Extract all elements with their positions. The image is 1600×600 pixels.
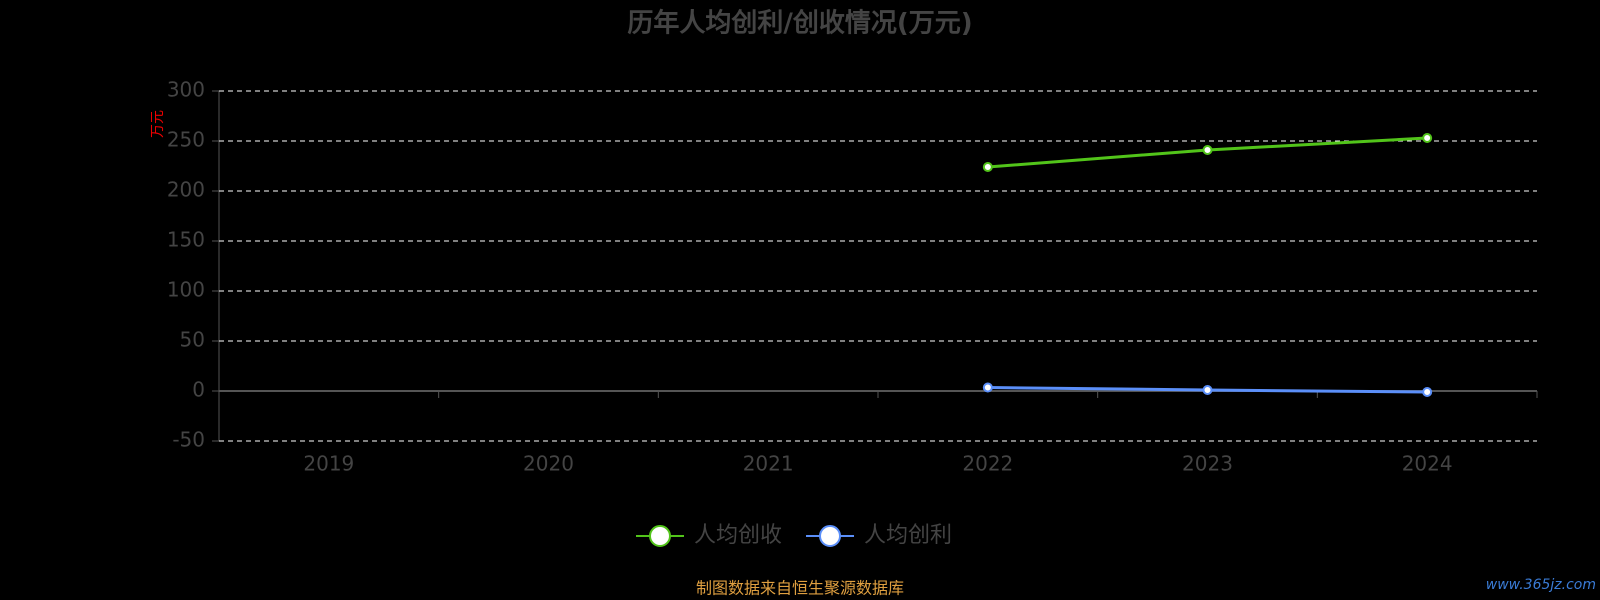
- legend-label[interactable]: 人均创收: [694, 523, 782, 548]
- y-tick-label: -50: [172, 428, 205, 452]
- source-note: 制图数据来自恒生聚源数据库: [696, 579, 904, 598]
- legend-marker[interactable]: [649, 525, 671, 547]
- legend-label[interactable]: 人均创利: [864, 523, 952, 548]
- data-point: [1202, 145, 1213, 155]
- watermark: www.365jz.com: [1486, 577, 1596, 593]
- y-tick-label: 200: [167, 178, 205, 202]
- y-tick-label: 250: [167, 128, 205, 152]
- data-point: [1422, 387, 1433, 397]
- data-point: [1202, 385, 1213, 395]
- chart-title: 历年人均创利/创收情况(万元): [627, 8, 972, 39]
- x-tick-label: 2019: [303, 452, 354, 476]
- data-point: [982, 382, 993, 393]
- x-tick-label: 2023: [1182, 452, 1233, 476]
- y-tick-label: 150: [167, 228, 205, 252]
- x-tick-label: 2024: [1402, 452, 1453, 476]
- x-tick-label: 2022: [962, 452, 1013, 476]
- data-point: [982, 162, 993, 172]
- x-tick-label: 2021: [743, 452, 794, 476]
- legend-marker[interactable]: [819, 525, 842, 547]
- y-axis-label: 万元: [150, 110, 166, 138]
- y-tick-label: 300: [167, 78, 205, 102]
- y-tick-label: 0: [192, 378, 205, 402]
- data-point: [1422, 133, 1433, 143]
- y-tick-label: 50: [180, 328, 205, 352]
- x-tick-label: 2020: [523, 452, 574, 476]
- y-tick-label: 100: [167, 278, 205, 302]
